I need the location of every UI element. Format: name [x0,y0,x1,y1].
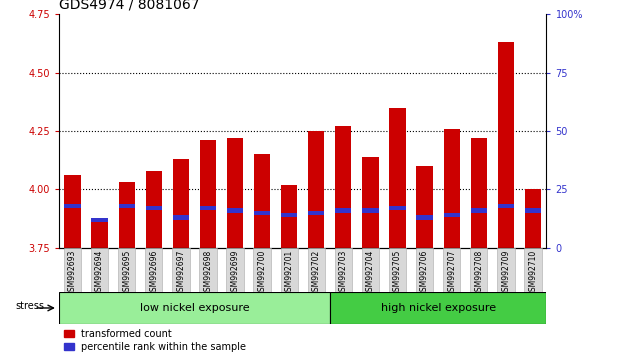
Text: GSM992703: GSM992703 [339,250,348,296]
FancyBboxPatch shape [389,248,406,292]
Bar [335,208,351,212]
Bar [227,138,243,248]
FancyBboxPatch shape [362,248,379,292]
Bar [119,182,135,248]
Text: GSM992699: GSM992699 [230,250,240,296]
FancyBboxPatch shape [330,292,546,324]
Bar [281,185,297,248]
Text: GSM992693: GSM992693 [68,250,77,296]
Bar [389,108,406,248]
Bar [417,215,433,219]
FancyBboxPatch shape [307,248,325,292]
Text: GSM992700: GSM992700 [258,250,266,296]
FancyBboxPatch shape [443,248,460,292]
Bar [498,42,514,248]
Bar [146,171,162,248]
Text: GSM992707: GSM992707 [447,250,456,296]
FancyBboxPatch shape [64,248,81,292]
Bar [227,208,243,212]
Text: GSM992702: GSM992702 [312,250,321,296]
FancyBboxPatch shape [172,248,189,292]
Text: GSM992697: GSM992697 [176,250,185,296]
Text: GSM992709: GSM992709 [501,250,510,296]
Bar [362,157,379,248]
Bar [173,215,189,219]
FancyBboxPatch shape [335,248,352,292]
FancyBboxPatch shape [227,248,243,292]
Bar [65,204,81,208]
Text: low nickel exposure: low nickel exposure [140,303,249,313]
FancyBboxPatch shape [91,248,108,292]
FancyBboxPatch shape [281,248,298,292]
Text: GSM992698: GSM992698 [204,250,212,296]
Text: GSM992705: GSM992705 [393,250,402,296]
Bar [498,204,514,208]
Bar [471,138,487,248]
FancyBboxPatch shape [253,248,271,292]
Bar [525,208,541,212]
Text: GSM992696: GSM992696 [149,250,158,296]
Bar [200,206,216,210]
FancyBboxPatch shape [59,292,330,324]
Bar [65,175,81,248]
Bar [281,213,297,217]
Text: GSM992710: GSM992710 [528,250,537,296]
Text: GDS4974 / 8081067: GDS4974 / 8081067 [59,0,199,12]
Legend: transformed count, percentile rank within the sample: transformed count, percentile rank withi… [64,329,247,352]
FancyBboxPatch shape [145,248,163,292]
Bar [417,166,433,248]
FancyBboxPatch shape [470,248,487,292]
Text: GSM992708: GSM992708 [474,250,483,296]
Bar [471,208,487,212]
Text: GSM992704: GSM992704 [366,250,375,296]
Bar [443,129,460,248]
Bar [91,220,108,248]
FancyBboxPatch shape [524,248,542,292]
FancyBboxPatch shape [199,248,217,292]
Bar [254,211,270,215]
Bar [362,208,379,212]
Text: high nickel exposure: high nickel exposure [381,303,496,313]
FancyBboxPatch shape [497,248,515,292]
Bar [308,131,324,248]
Bar [254,154,270,248]
Bar [525,189,541,248]
Bar [91,218,108,222]
Bar [443,213,460,217]
Bar [200,140,216,248]
Text: GSM992695: GSM992695 [122,250,131,296]
FancyBboxPatch shape [416,248,433,292]
Bar [173,159,189,248]
Text: GSM992701: GSM992701 [284,250,294,296]
Bar [389,206,406,210]
Bar [335,126,351,248]
Text: GSM992694: GSM992694 [95,250,104,296]
Text: GSM992706: GSM992706 [420,250,429,296]
Bar [146,206,162,210]
Bar [119,204,135,208]
Text: stress: stress [16,301,45,311]
Bar [308,211,324,215]
FancyBboxPatch shape [118,248,135,292]
